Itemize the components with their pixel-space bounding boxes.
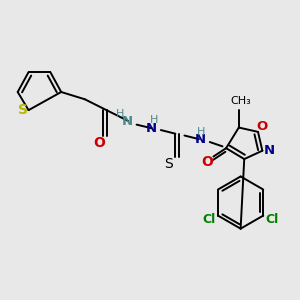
Text: S: S (164, 157, 172, 171)
Text: H: H (197, 127, 206, 137)
Text: Cl: Cl (202, 213, 216, 226)
Text: N: N (264, 144, 275, 157)
Text: N: N (122, 115, 133, 128)
Text: N: N (195, 133, 206, 146)
Text: S: S (18, 103, 28, 117)
Text: Cl: Cl (266, 213, 279, 226)
Text: N: N (146, 122, 158, 135)
Text: O: O (93, 136, 105, 151)
Text: O: O (201, 154, 213, 169)
Text: H: H (116, 110, 124, 119)
Text: H: H (149, 115, 158, 125)
Text: CH₃: CH₃ (230, 96, 251, 106)
Text: O: O (257, 120, 268, 133)
